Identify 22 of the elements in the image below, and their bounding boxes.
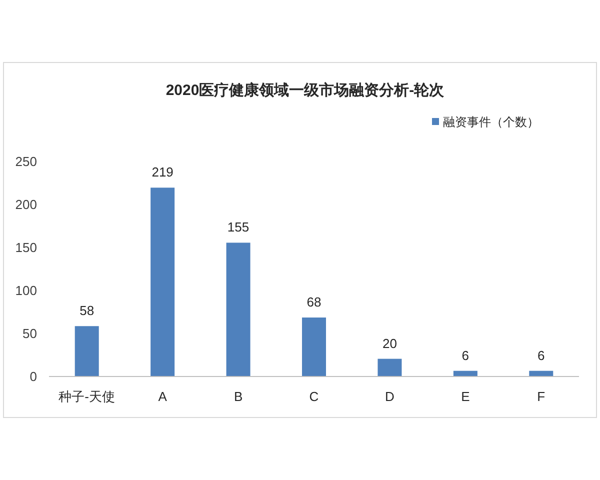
x-tick: A [158,389,167,404]
y-tick: 100 [15,283,37,298]
y-tick: 50 [22,326,37,341]
y-tick: 200 [15,197,37,212]
data-label: 20 [382,336,397,351]
y-tick: 150 [15,240,37,255]
data-label: 219 [152,164,174,180]
x-tick: F [537,389,546,404]
x-tick: 种子-天使 [58,389,116,404]
data-label: 68 [306,294,322,310]
y-tick: 250 [15,154,37,169]
x-tick: D [385,389,394,404]
title: 2020医疗健康领域一级市场融资分析-轮次 [166,82,444,99]
data-label: 155 [227,220,250,235]
legend-item: 融资事件（个数） [432,115,539,129]
y-tick: 0 [30,369,37,384]
data-label: 6 [538,348,545,363]
x-tick: B [234,389,243,404]
data-label: 58 [80,303,94,318]
data-label: 6 [462,348,470,363]
x-tick: C [309,389,319,404]
x-tick: E [461,389,470,404]
